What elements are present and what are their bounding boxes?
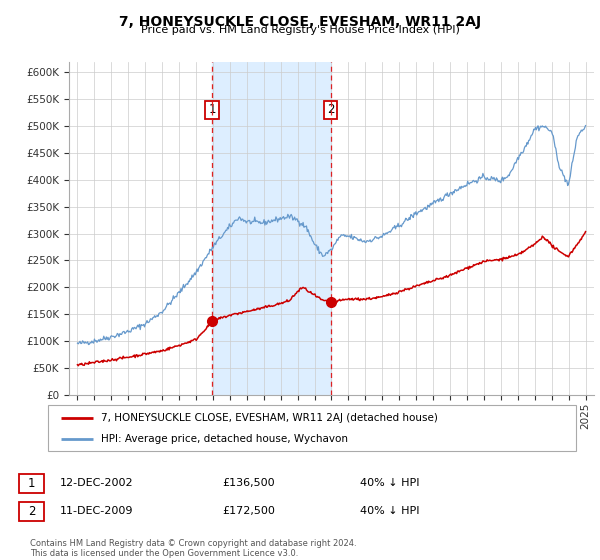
Text: 1: 1 — [208, 104, 216, 116]
Text: 2: 2 — [28, 505, 35, 518]
Text: 40% ↓ HPI: 40% ↓ HPI — [360, 506, 419, 516]
Text: HPI: Average price, detached house, Wychavon: HPI: Average price, detached house, Wych… — [101, 435, 348, 444]
Text: £172,500: £172,500 — [222, 506, 275, 516]
Bar — [212, 62, 331, 395]
Text: 7, HONEYSUCKLE CLOSE, EVESHAM, WR11 2AJ: 7, HONEYSUCKLE CLOSE, EVESHAM, WR11 2AJ — [119, 15, 481, 29]
Text: 1: 1 — [28, 477, 35, 490]
Text: Contains HM Land Registry data © Crown copyright and database right 2024.
This d: Contains HM Land Registry data © Crown c… — [30, 539, 356, 558]
Text: 7, HONEYSUCKLE CLOSE, EVESHAM, WR11 2AJ (detached house): 7, HONEYSUCKLE CLOSE, EVESHAM, WR11 2AJ … — [101, 413, 437, 423]
Text: 11-DEC-2009: 11-DEC-2009 — [60, 506, 133, 516]
Text: 12-DEC-2002: 12-DEC-2002 — [60, 478, 134, 488]
Text: Price paid vs. HM Land Registry's House Price Index (HPI): Price paid vs. HM Land Registry's House … — [140, 25, 460, 35]
Text: £136,500: £136,500 — [222, 478, 275, 488]
Text: 2: 2 — [327, 104, 334, 116]
Text: 40% ↓ HPI: 40% ↓ HPI — [360, 478, 419, 488]
